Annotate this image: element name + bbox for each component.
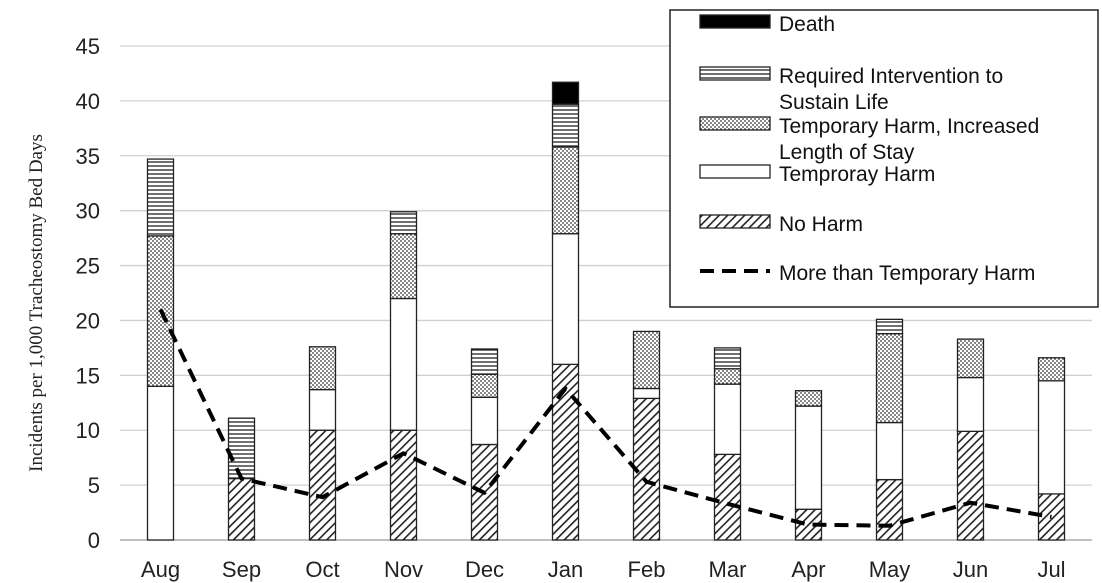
bar-segment-temporary-harm-increased-length-of-stay [389,233,418,300]
bar-segment-no-harm [227,477,256,541]
bar-segment-no-harm [551,363,580,541]
y-tick-label: 0 [88,528,100,553]
bar-segment-temporary-harm-increased-length-of-stay [956,338,985,379]
y-tick-label: 20 [76,308,100,333]
bar-segment-temproray-harm [1037,380,1066,495]
bar-segment-temproray-harm [551,233,580,366]
x-tick-label: May [869,557,911,582]
legend-label: Death [779,13,835,36]
bar-segment-no-harm [389,429,418,541]
legend-label: No Harm [779,213,863,236]
line-series [158,308,1052,528]
bars [146,81,1066,541]
legend-swatch-temproray-harm [699,164,771,179]
bar-segment-required-intervention-to-sustain-life [551,103,580,148]
legend-box [669,9,1099,308]
bar-segment-temproray-harm [146,385,175,541]
y-tick-label: 15 [76,363,100,388]
legend-swatch-temporary-harm-increased-length-of-stay [699,116,771,131]
x-tick-label: Oct [305,557,339,582]
x-tick-label: Dec [465,557,504,582]
bar-segment-required-intervention-to-sustain-life [146,158,175,237]
x-tick-label: Apr [791,557,825,582]
x-tick-label: Jun [953,557,988,582]
y-tick-label: 45 [76,34,100,59]
y-tick-label: 35 [76,144,100,169]
legend-swatch-required-intervention-to-sustain-life [699,66,771,81]
legend-label: Temporary Harm, Increased [779,115,1039,138]
legend-label: Required Intervention to [779,65,1003,88]
x-tick-label: Jan [548,557,583,582]
x-tick-label: Nov [384,557,423,582]
legend-label: More than Temporary Harm [779,262,1035,285]
bar-segment-temporary-harm-increased-length-of-stay [875,332,904,424]
bar-segment-no-harm [308,429,337,541]
y-axis-ticks: 0 5 10 15 20 25 30 35 40 45 [76,34,100,553]
bar-segment-temproray-harm [713,383,742,456]
y-axis-label: Incidents per 1,000 Tracheostomy Bed Day… [26,134,47,472]
x-tick-label: Feb [628,557,666,582]
legend-label: Temproray Harm [779,163,935,186]
bar-segment-temproray-harm [794,405,823,510]
x-tick-label: Aug [141,557,180,582]
bar-segment-temporary-harm-increased-length-of-stay [632,330,661,390]
bar-segment-death [551,81,580,105]
legend: Death Required Intervention to Sustain Lif… [669,9,1099,308]
y-tick-label: 30 [76,199,100,224]
legend-swatch-no-harm [699,214,771,229]
bar-segment-temproray-harm [389,297,418,431]
y-tick-label: 10 [76,418,100,443]
bar-segment-temporary-harm-increased-length-of-stay [551,146,580,235]
bar-segment-no-harm [875,478,904,541]
bar-segment-no-harm [713,453,742,541]
x-axis-ticks: Aug Sep Oct Nov Dec Jan Feb Mar Apr May Jun Jul [141,557,1066,582]
bar-segment-temporary-harm-increased-length-of-stay [713,368,742,385]
bar-segment-temporary-harm-increased-length-of-stay [794,390,823,407]
bar-segment-temporary-harm-increased-length-of-stay [470,373,499,398]
legend-label: Length of Stay [779,141,915,164]
bar-segment-required-intervention-to-sustain-life [713,347,742,370]
x-tick-label: Mar [709,557,747,582]
y-tick-label: 40 [76,89,100,114]
bar-segment-temporary-harm-increased-length-of-stay [308,346,337,391]
y-tick-label: 5 [88,473,100,498]
bar-segment-required-intervention-to-sustain-life [389,211,418,235]
legend-label: Sustain Life [779,91,889,114]
bar-segment-temporary-harm-increased-length-of-stay [1037,357,1066,382]
x-tick-label: Sep [222,557,261,582]
bar-segment-required-intervention-to-sustain-life [470,348,499,375]
bar-segment-required-intervention-to-sustain-life [227,417,256,480]
x-tick-label: Jul [1037,557,1065,582]
bar-segment-temproray-harm [632,387,661,400]
legend-swatch-death [699,14,771,29]
bar-segment-temproray-harm [875,421,904,481]
more-than-temporary-harm-line [158,308,1052,528]
bar-segment-required-intervention-to-sustain-life [875,318,904,335]
bar-segment-temproray-harm [470,396,499,446]
y-tick-label: 25 [76,254,100,279]
bar-segment-no-harm [470,443,499,541]
bar-segment-temproray-harm [308,388,337,431]
bar-segment-no-harm [956,430,985,541]
bar-segment-temproray-harm [956,376,985,432]
